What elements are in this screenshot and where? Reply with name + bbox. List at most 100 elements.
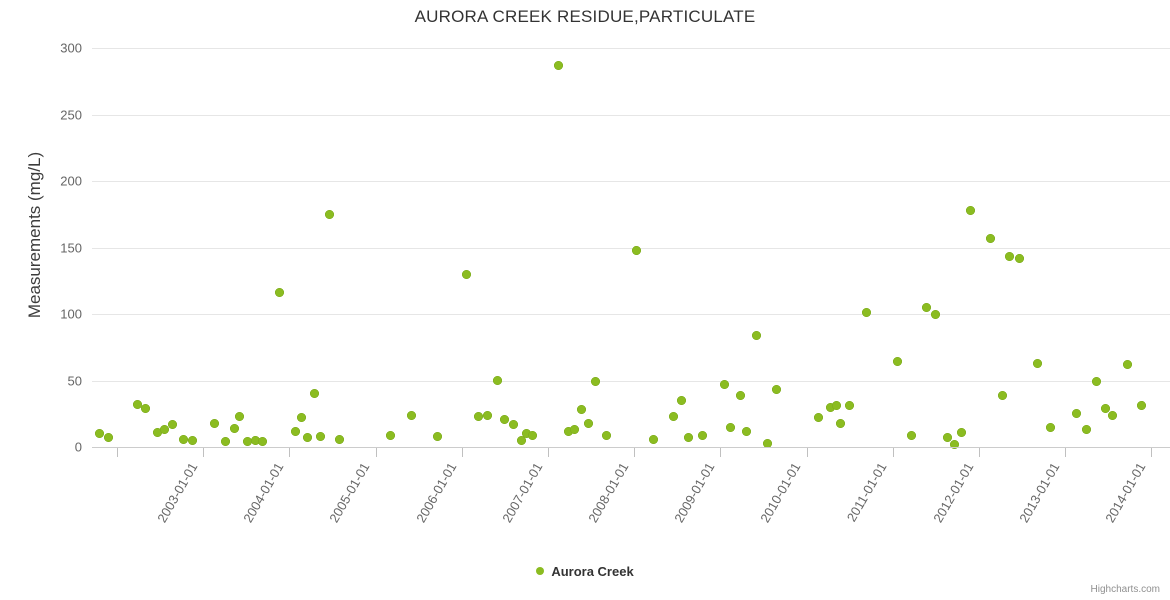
data-point[interactable] <box>1136 401 1146 411</box>
data-point[interactable] <box>461 269 471 279</box>
data-point[interactable] <box>601 430 611 440</box>
x-axis-tick <box>548 448 549 457</box>
data-point[interactable] <box>508 419 518 429</box>
data-point[interactable] <box>631 245 641 255</box>
legend-item-aurora-creek[interactable]: Aurora Creek <box>536 563 634 580</box>
data-point[interactable] <box>965 205 975 215</box>
data-point[interactable] <box>179 434 189 444</box>
data-point[interactable] <box>771 385 781 395</box>
data-point[interactable] <box>763 438 773 448</box>
data-point[interactable] <box>152 427 162 437</box>
plot-area <box>92 48 1170 449</box>
data-point[interactable] <box>845 401 855 411</box>
data-point[interactable] <box>221 437 231 447</box>
data-point[interactable] <box>242 437 252 447</box>
data-point[interactable] <box>210 418 220 428</box>
x-axis-tick <box>634 448 636 457</box>
data-point[interactable] <box>290 426 300 436</box>
data-point[interactable] <box>741 426 751 436</box>
data-point[interactable] <box>325 209 335 219</box>
data-point[interactable] <box>483 410 493 420</box>
data-point[interactable] <box>831 401 841 411</box>
y-axis-labels: 0 50 100 150 200 250 300 <box>0 0 82 600</box>
legend-item-label: Aurora Creek <box>551 564 634 580</box>
data-point[interactable] <box>500 414 510 424</box>
data-point[interactable] <box>1108 410 1118 420</box>
data-point[interactable] <box>160 425 170 435</box>
data-point[interactable] <box>921 302 931 312</box>
y-axis-tick-label: 300 <box>60 40 82 56</box>
highcharts-credits[interactable]: Highcharts.com <box>1090 584 1160 595</box>
y-axis-tick-label: 150 <box>60 240 82 255</box>
data-point[interactable] <box>473 411 483 421</box>
x-axis-line <box>92 447 1170 448</box>
data-point[interactable] <box>274 288 284 298</box>
data-point[interactable] <box>697 430 707 440</box>
data-point[interactable] <box>986 233 996 243</box>
data-point[interactable] <box>576 405 586 415</box>
data-point[interactable] <box>931 309 941 319</box>
data-point[interactable] <box>583 418 593 428</box>
data-point[interactable] <box>907 430 917 440</box>
data-point[interactable] <box>234 411 244 421</box>
data-point[interactable] <box>229 423 239 433</box>
data-point[interactable] <box>103 433 113 443</box>
data-point[interactable] <box>751 330 761 340</box>
x-axis-tick-label: 2010-01-01 <box>757 460 804 526</box>
data-point[interactable] <box>943 433 953 443</box>
data-point[interactable] <box>95 429 105 439</box>
data-point[interactable] <box>591 377 601 387</box>
data-point[interactable] <box>1014 253 1024 263</box>
data-point[interactable] <box>1005 252 1015 262</box>
data-point[interactable] <box>433 431 443 441</box>
data-point[interactable] <box>569 425 579 435</box>
data-point[interactable] <box>1091 377 1101 387</box>
data-point[interactable] <box>406 410 416 420</box>
data-point[interactable] <box>315 431 325 441</box>
data-point[interactable] <box>302 433 312 443</box>
data-point[interactable] <box>684 433 694 443</box>
data-point[interactable] <box>168 419 178 429</box>
data-point[interactable] <box>998 390 1008 400</box>
data-point[interactable] <box>726 422 736 432</box>
data-point[interactable] <box>141 403 151 413</box>
data-point[interactable] <box>861 308 871 318</box>
data-point[interactable] <box>825 402 835 412</box>
data-point[interactable] <box>553 60 563 70</box>
data-point[interactable] <box>813 413 823 423</box>
data-point[interactable] <box>1082 425 1092 435</box>
data-point[interactable] <box>1101 403 1111 413</box>
data-point[interactable] <box>648 434 658 444</box>
data-point[interactable] <box>132 399 142 409</box>
gridline <box>92 314 1170 315</box>
y-axis-tick-label: 0 <box>74 439 82 455</box>
data-point[interactable] <box>187 435 197 445</box>
x-axis-tick-label: 2009-01-01 <box>671 460 718 526</box>
data-point[interactable] <box>1072 409 1082 419</box>
data-point[interactable] <box>668 411 678 421</box>
x-axis-tick <box>806 448 808 457</box>
data-point[interactable] <box>493 376 503 385</box>
data-point[interactable] <box>836 418 846 428</box>
data-point[interactable] <box>309 389 319 399</box>
data-point[interactable] <box>527 430 537 440</box>
data-point[interactable] <box>521 429 531 439</box>
data-point[interactable] <box>296 413 306 423</box>
data-point[interactable] <box>1032 358 1042 368</box>
y-axis-tick-label: 50 <box>67 373 82 388</box>
data-point[interactable] <box>720 379 730 389</box>
data-point[interactable] <box>386 430 396 440</box>
data-point[interactable] <box>950 439 960 449</box>
data-point[interactable] <box>516 435 526 445</box>
data-point[interactable] <box>258 437 268 447</box>
data-point[interactable] <box>563 426 573 436</box>
data-point[interactable] <box>677 395 687 405</box>
data-point[interactable] <box>335 434 345 444</box>
data-point[interactable] <box>1122 360 1132 370</box>
data-point[interactable] <box>892 357 902 367</box>
data-point[interactable] <box>251 435 261 445</box>
data-point[interactable] <box>1046 422 1056 432</box>
data-point[interactable] <box>735 390 745 400</box>
data-point[interactable] <box>957 427 967 437</box>
